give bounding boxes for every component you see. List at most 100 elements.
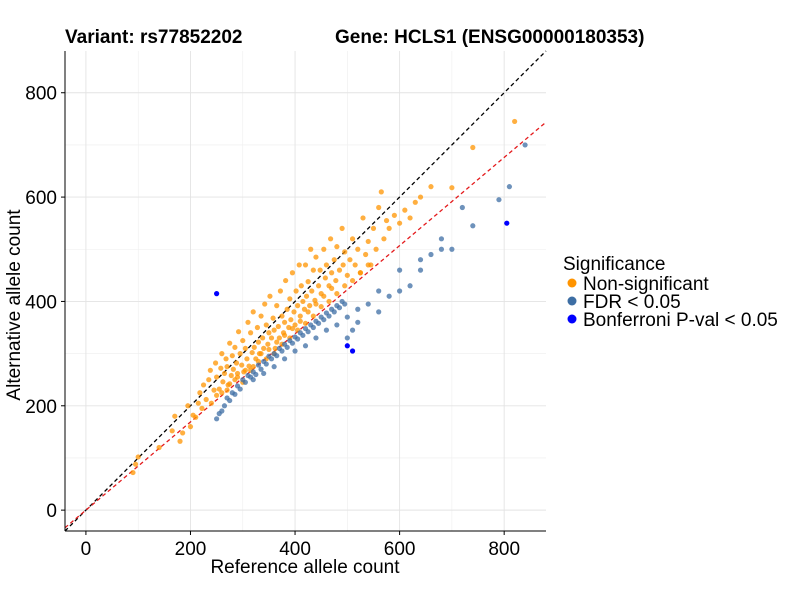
data-point [352,262,358,268]
data-point [219,351,225,357]
data-point [301,306,308,312]
data-point [357,270,363,276]
data-point [370,225,377,231]
data-point [329,285,335,291]
data-point [336,305,343,311]
data-point [267,293,273,299]
data-point [270,315,276,321]
data-point [224,387,230,393]
data-point [349,327,356,333]
title-variant: Variant: rs77852202 [65,27,242,48]
data-point [391,212,397,218]
data-point [302,320,309,326]
data-point [302,343,309,349]
data-point [287,296,293,302]
y-axis-title: Alternative allele count [4,209,25,401]
data-point [268,356,275,362]
data-point [297,313,303,319]
data-point [334,291,340,297]
series-1 [214,142,528,422]
data-point [263,361,269,367]
y-tick-label: 800 [25,84,57,105]
x-tick-label: 800 [488,539,520,560]
data-point [242,345,248,351]
data-point [233,360,240,366]
data-point [214,291,220,297]
data-point [334,322,340,328]
data-point [470,144,476,151]
data-point [329,270,335,276]
data-point [512,118,518,125]
data-point [313,301,319,307]
data-point [347,257,353,263]
data-point [344,343,350,349]
data-point [321,293,327,299]
data-point [292,348,298,354]
data-point [310,267,316,273]
data-point [220,379,226,385]
data-point [253,371,259,378]
data-point [333,277,339,284]
data-point [373,246,379,252]
legend-title: Significance [563,254,665,275]
data-point [265,341,271,347]
data-point [297,318,303,324]
data-point [336,267,343,273]
data-point [261,345,267,351]
data-point [344,314,350,320]
data-point [232,391,238,397]
data-point [381,236,387,242]
data-point [193,414,199,420]
data-point [214,392,220,398]
data-point [407,215,413,221]
data-point [300,298,306,305]
data-point [169,428,175,434]
data-point [315,320,322,326]
data-point [506,184,513,190]
data-point [504,220,510,226]
data-point [180,430,186,436]
data-point [228,372,234,379]
data-point [365,301,371,307]
data-point [449,185,455,191]
data-point [219,408,225,414]
data-point [428,251,434,258]
data-point [227,340,233,346]
data-point [216,386,222,392]
title-gene: Gene: HCLS1 (ENSG00000180353) [335,27,644,48]
data-point [250,309,256,315]
data-point [250,377,256,383]
data-point [397,267,403,273]
data-point [363,251,369,258]
data-point [326,313,332,319]
data-point [417,194,424,200]
legend-label-nonsig: Non-significant [583,274,709,295]
data-point [378,189,384,195]
data-point [321,246,327,252]
data-point [355,306,361,312]
data-point [292,322,298,328]
data-point [300,332,306,338]
data-point [219,390,225,396]
data-point [248,330,254,336]
data-point [288,317,294,323]
data-point [271,364,277,370]
data-point [376,309,382,315]
data-point [268,335,275,341]
data-point [322,275,328,281]
legend-swatch-fdr [567,296,577,306]
data-point [234,374,241,380]
data-point [132,461,139,467]
data-point [214,374,220,380]
data-point [221,403,228,409]
data-point [197,390,203,396]
data-point [187,424,194,430]
data-point [386,293,392,299]
data-point [323,327,330,333]
series-0 [130,118,518,476]
data-point [305,279,311,285]
data-point [295,303,301,309]
data-point [308,246,314,252]
data-point [323,262,330,268]
data-point [412,199,418,205]
